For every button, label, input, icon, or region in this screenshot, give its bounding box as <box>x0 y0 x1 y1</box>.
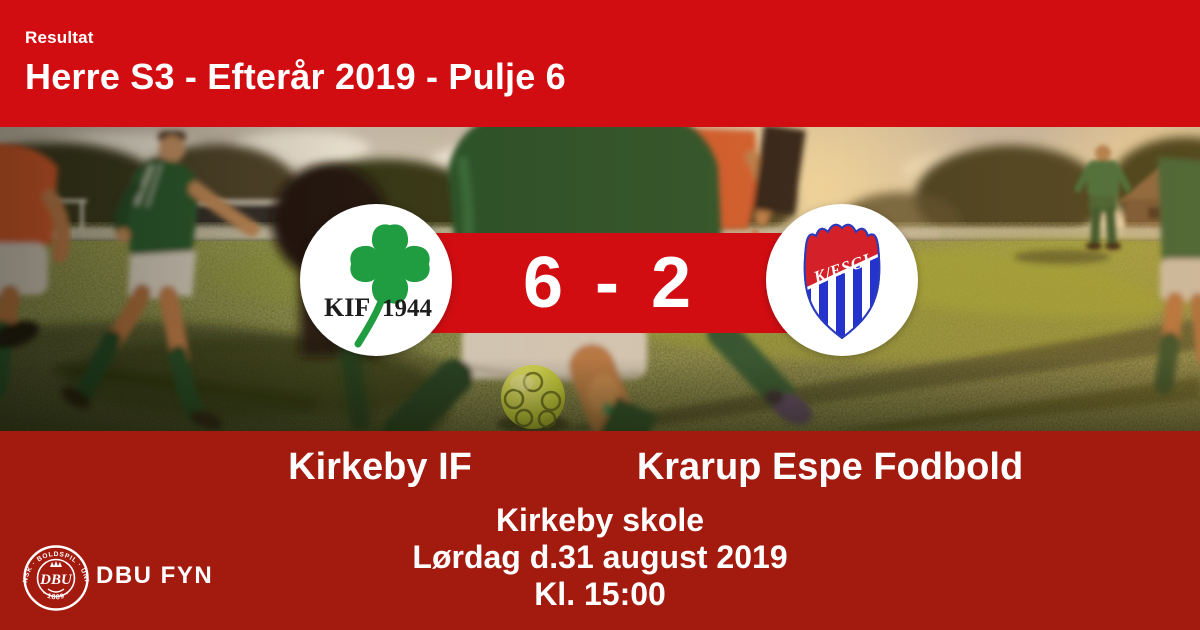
seal-ornament <box>47 588 65 593</box>
away-team-name: Krarup Espe Fodbold <box>636 446 1024 488</box>
seal-year-text: · 1889 · <box>41 590 71 601</box>
match-details-section: Kirkeby IF Krarup Espe Fodbold Kirkeby s… <box>0 431 1200 630</box>
home-logo-year: 1944 <box>382 295 433 322</box>
date-text: Lørdag d.31 august 2019 <box>412 539 788 575</box>
page-title: Herre S3 - Efterår 2019 - Pulje 6 <box>25 56 566 97</box>
time-text: Kl. 15:00 <box>534 576 666 612</box>
kif-clover-icon: KIF 1944 <box>324 224 433 348</box>
home-team-logo: KIF 1944 <box>300 204 452 356</box>
venue-text: Kirkeby skole <box>495 502 705 538</box>
org-name: DBU FYN <box>96 562 214 589</box>
seal-center-text: DBU <box>39 572 73 588</box>
dbu-seal-icon: DANSK · BOLDSPIL · UNION · 1889 · DBU <box>21 543 89 611</box>
seal-crown-icon <box>50 561 62 567</box>
away-team-logo: K/ESGI <box>766 204 918 356</box>
match-photo <box>0 127 1200 431</box>
svg-text:· 1889 ·: · 1889 · <box>41 590 72 601</box>
football-scene-illustration <box>0 127 1200 431</box>
home-team-name: Kirkeby IF <box>288 446 472 488</box>
kesgi-shield-icon: K/ESGI <box>803 223 881 340</box>
score-text: 6 - 2 <box>522 243 698 323</box>
result-label: Resultat <box>25 28 94 47</box>
home-logo-text: KIF <box>324 293 370 322</box>
match-info: Kirkeby skole Lørdag d.31 august 2019 Kl… <box>0 502 1200 613</box>
result-banner: Resultat Herre S3 - Efterår 2019 - Pulje… <box>0 0 1200 127</box>
